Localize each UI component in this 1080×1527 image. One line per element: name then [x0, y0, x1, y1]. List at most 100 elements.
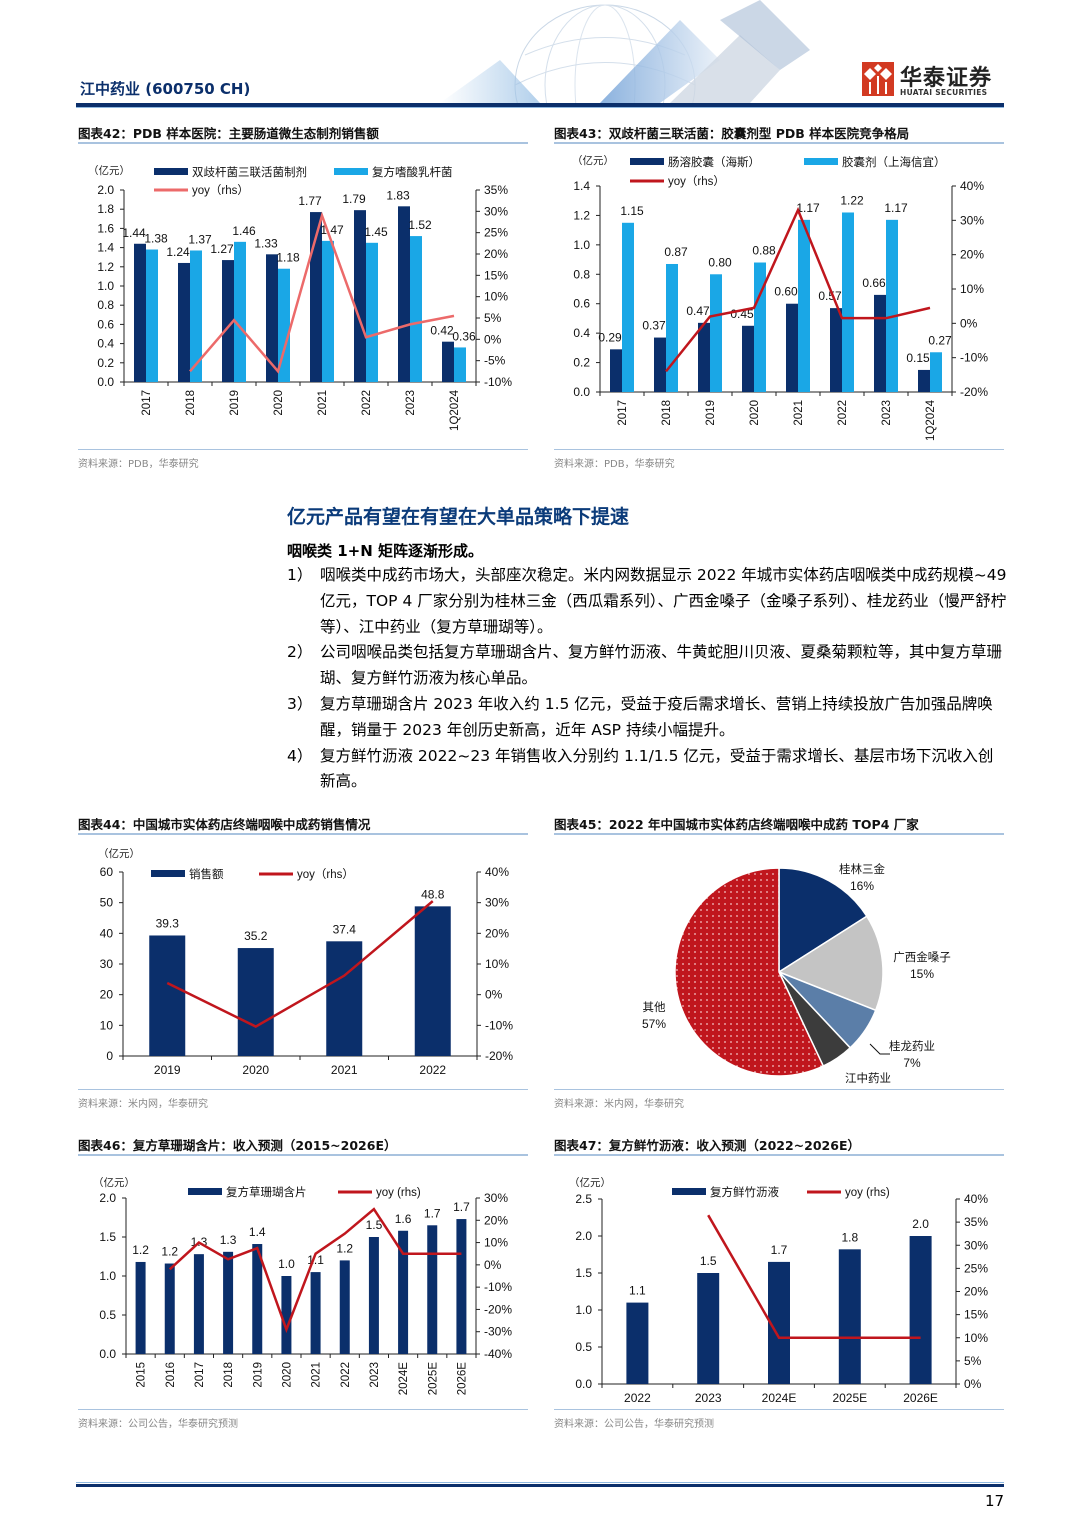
bar	[622, 222, 634, 392]
figure-44-title: 图表44：中国城市实体药店终端咽喉中成药销售情况	[78, 815, 528, 835]
list-item: 4） 复方鲜竹沥液 2022~23 年销售收入分别约 1.1/1.5 亿元，受益…	[287, 744, 1007, 796]
y-tick-label: 0.0	[573, 385, 590, 399]
globe-decoration-icon	[440, 0, 810, 103]
y-tick-label: 1.2	[573, 208, 590, 222]
legend-label: 双歧杆菌三联活菌制剂	[192, 165, 307, 179]
x-tick-label: 2017	[617, 400, 629, 426]
data-label: 1.4	[249, 1225, 266, 1239]
pie-label: 桂林三金	[839, 862, 885, 876]
bar	[754, 262, 766, 392]
y2-tick-label: 25%	[484, 226, 508, 240]
x-tick-label: 2024E	[398, 1362, 410, 1396]
y2-tick-label: 0%	[964, 1377, 982, 1391]
bar	[626, 1302, 649, 1384]
y2-tick-label: 30%	[960, 213, 984, 227]
pie-percent: 7%	[903, 1056, 921, 1070]
bar	[842, 212, 854, 392]
list-text: 复方鲜竹沥液 2022~23 年销售收入分别约 1.1/1.5 亿元，受益于需求…	[320, 746, 994, 791]
data-label: 1.0	[278, 1257, 295, 1271]
pie-percent: 57%	[642, 1017, 666, 1031]
bar	[266, 254, 278, 382]
x-tick-label: 2022	[837, 400, 849, 426]
bar	[742, 325, 754, 392]
data-label: 1.46	[232, 224, 256, 238]
y2-tick-label: -20%	[484, 1302, 512, 1316]
legend-swatch	[154, 168, 188, 175]
data-label: 0.57	[818, 289, 842, 303]
y2-tick-label: 30%	[484, 204, 508, 218]
y-tick-label: 2.0	[99, 1191, 116, 1205]
x-tick-label: 1Q2024	[925, 399, 937, 441]
data-label: 1.5	[700, 1254, 717, 1268]
x-tick-label: 2020	[242, 1063, 269, 1077]
bar	[178, 262, 190, 382]
data-label: 1.45	[364, 225, 388, 239]
bar	[134, 243, 146, 382]
legend-label: 肠溶胶囊（海斯）	[668, 155, 760, 169]
y-tick-label: 1.0	[575, 1303, 592, 1317]
bar	[886, 219, 898, 392]
y2-tick-label: -30%	[484, 1325, 512, 1339]
list-item: 2） 公司咽喉品类包括复方草珊瑚含片、复方鲜竹沥液、牛黄蛇胆川贝液、夏桑菊颗粒等…	[287, 640, 1007, 692]
y2-tick-label: -5%	[484, 354, 506, 368]
figure-43-chart: （亿元） 0.0 0.2 0.4 0.6 0.8 1.0 1.2 1.4 -20% -10% 0% 10…	[572, 154, 988, 441]
data-label: 1.2	[132, 1243, 149, 1257]
data-label: 1.24	[166, 245, 190, 259]
pie-percent: 5%	[859, 1088, 877, 1089]
y-tick-label: 0.8	[97, 298, 114, 312]
figure-42-source: 资料来源：PDB，华泰研究	[78, 449, 528, 470]
data-label: 1.5	[366, 1218, 383, 1232]
data-label: 1.79	[342, 192, 366, 206]
list-number: 2）	[287, 643, 313, 662]
pie-slice	[777, 915, 884, 1012]
bar	[410, 236, 422, 382]
bar	[354, 210, 366, 382]
bar	[427, 1225, 438, 1354]
bar	[909, 1236, 932, 1384]
figure-43: 图表43：双歧杆菌三联活菌：胶囊剂型 PDB 样本医院竞争格局 （亿元） 0.0 0…	[554, 124, 1004, 470]
data-label: 1.47	[320, 223, 344, 237]
bar	[281, 1276, 292, 1354]
x-tick-label: 2021	[331, 1063, 358, 1077]
y2-tick-label: 30%	[484, 1191, 508, 1205]
y-tick-label: 0.0	[99, 1347, 116, 1361]
x-tick-label: 2022	[361, 390, 373, 416]
bar	[398, 206, 410, 382]
data-label: 0.80	[708, 255, 732, 269]
legend-label: 复方草珊瑚含片	[226, 1185, 307, 1199]
x-tick-label: 2019	[252, 1362, 264, 1388]
x-tick-label: 2023	[405, 390, 417, 416]
figure-44-chart: （亿元） 0 10 20 30 40 50 60 -20% -10% 0% 10% 20% 30% 40% 3…	[98, 847, 513, 1077]
header-divider	[76, 103, 1004, 107]
bar	[326, 941, 363, 1056]
figure-45-source: 资料来源：米内网，华泰研究	[554, 1089, 1004, 1110]
bar	[398, 1230, 409, 1354]
bar	[930, 352, 942, 392]
figure-43-source: 资料来源：PDB，华泰研究	[554, 449, 1004, 470]
x-tick-label: 2018	[223, 1362, 235, 1388]
bar	[339, 1260, 350, 1354]
figure-42-chart: （亿元） 0.0 0.2 0.4 0.6 0.8 1.0 1.2 1.4 1.6 1.8 2.0 -10…	[88, 164, 512, 431]
y2-tick-label: 35%	[484, 183, 508, 197]
y-tick-label: 1.2	[97, 260, 114, 274]
list-item: 1） 咽喉类中成药市场大，头部座次稳定。米内网数据显示 2022 年城市实体药店…	[287, 563, 1007, 640]
y-tick-label: 0.4	[573, 326, 590, 340]
footer-divider-light	[76, 1482, 1004, 1483]
y2-tick-label: -10%	[484, 375, 512, 389]
bar	[874, 294, 886, 392]
y-tick-label: 0.5	[99, 1308, 116, 1322]
bar	[442, 341, 454, 382]
bar	[414, 906, 451, 1056]
list-item: 3） 复方草珊瑚含片 2023 年收入约 1.5 亿元，受益于疫后需求增长、营销…	[287, 692, 1007, 744]
bar	[252, 1244, 263, 1354]
data-label: 0.15	[906, 351, 930, 365]
data-label: 0.29	[598, 330, 622, 344]
x-tick-label: 1Q2024	[449, 389, 461, 431]
x-tick-label: 2025E	[427, 1362, 439, 1396]
bar	[278, 268, 290, 382]
legend-swatch	[804, 158, 838, 165]
figure-43-title: 图表43：双歧杆菌三联活菌：胶囊剂型 PDB 样本医院竞争格局	[554, 124, 1004, 144]
figure-42-title: 图表42：PDB 样本医院：主要肠道微生态制剂销售额	[78, 124, 528, 144]
list-number: 1）	[287, 566, 313, 584]
y2-tick-label: 5%	[484, 311, 502, 325]
